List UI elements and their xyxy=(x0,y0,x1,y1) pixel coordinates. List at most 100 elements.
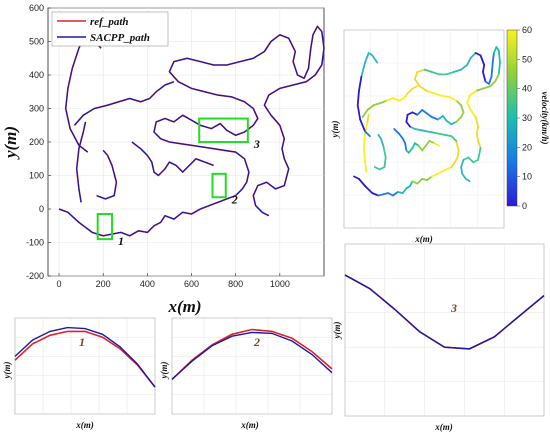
zoom-box-1 xyxy=(96,213,114,241)
velocity-path-segment xyxy=(364,161,368,173)
velocity-path-segment xyxy=(372,101,382,107)
zoom3-chart: 3 x(m) y(m) xyxy=(332,243,545,432)
main-tick-label-x: 400 xyxy=(140,279,155,289)
zoom-series-line-sacpp xyxy=(344,274,545,350)
colorbar-ticks: 0 10 20 30 40 50 60 xyxy=(517,25,532,211)
velocity-path-segment xyxy=(466,56,472,66)
velocity-path-segment xyxy=(411,180,419,185)
velocity-path-segment xyxy=(494,73,500,83)
velocity-path-segment xyxy=(392,191,399,197)
velocity-path-segment xyxy=(406,87,414,95)
main-tick-label-x: 1000 xyxy=(270,279,290,289)
velocity-path-segment xyxy=(360,61,366,78)
velocity-path-segment xyxy=(477,139,482,149)
velocity-path-segment xyxy=(386,97,394,102)
velocity-path-segment xyxy=(482,63,486,73)
velocity-path-segment xyxy=(433,142,441,147)
zoom-box-label-1: 1 xyxy=(118,234,124,248)
zoom3-xlabel: x(m) xyxy=(434,422,453,432)
velocity-path-segment xyxy=(393,128,400,135)
velocity-path-segment xyxy=(379,137,385,147)
velocity-path-segment xyxy=(474,87,484,92)
velocity-path-segment xyxy=(366,104,375,111)
velocity-path-segment xyxy=(366,113,370,123)
zoom-box-label-3: 3 xyxy=(253,137,260,151)
velocity-path-segment xyxy=(465,177,471,183)
main-xlabel: x(m) xyxy=(167,297,201,316)
velocity-path-segment xyxy=(475,125,480,135)
velocity-path-segment xyxy=(371,192,380,197)
zoom-series-line-ref xyxy=(14,330,156,388)
zoom-box-3 xyxy=(198,117,249,144)
velocity-path-segment xyxy=(445,71,455,76)
zoom2-number: 2 xyxy=(253,335,260,349)
velocity-path-segment xyxy=(418,85,428,92)
velocity-path-segment xyxy=(455,116,462,123)
velocity-path-segment xyxy=(361,109,369,119)
velocity-path-segment xyxy=(421,109,428,115)
velocity-path-segment xyxy=(472,158,480,164)
zoom1-xlabel: x(m) xyxy=(75,420,94,430)
velocity-series xyxy=(353,46,501,197)
main-tick-label-y: 0 xyxy=(39,204,44,214)
velocity-xlabel: x(m) xyxy=(414,234,433,244)
zoom3-series xyxy=(344,274,545,350)
main-tick-label-y: 500 xyxy=(29,37,44,47)
velocity-path-segment xyxy=(469,109,477,119)
velocity-path-segment xyxy=(426,130,435,134)
main-ticks: 0 200 400 600 800 1000 -200 -100 0 100 200 300 400 50… xyxy=(26,3,290,289)
zoom-series-line-sacpp xyxy=(171,331,333,380)
velocity-path-segment xyxy=(455,99,462,107)
main-chart: 0 200 400 600 800 1000 -200 -100 0 100 200 300 400 50… xyxy=(1,3,325,316)
velocity-path-segment xyxy=(413,128,422,132)
colorbar-tick-label: 30 xyxy=(522,113,532,123)
velocity-path-segment xyxy=(428,139,436,145)
velocity-path-segment xyxy=(479,54,486,66)
velocity-path-segment xyxy=(474,116,480,128)
velocity-path-segment xyxy=(426,112,433,119)
zoom-series-line-sacpp xyxy=(14,326,156,388)
velocity-path-segment xyxy=(416,109,424,116)
velocity-path-segment xyxy=(437,115,444,121)
velocity-path-segment xyxy=(460,63,469,71)
velocity-path-segment xyxy=(474,52,482,57)
velocity-path-segment xyxy=(431,116,439,121)
velocity-path-segment xyxy=(407,147,414,154)
velocity-path-segment xyxy=(364,52,370,64)
zoom3-ylabel: y(m) xyxy=(332,322,342,340)
velocity-path-segment xyxy=(362,132,366,149)
velocity-path-segment xyxy=(416,68,426,73)
legend-label-ref: ref_path xyxy=(90,16,129,28)
zoom2-chart: 2 x(m) y(m) xyxy=(159,317,333,430)
main-ylabel: y(m) xyxy=(1,126,20,160)
velocity-path-segment xyxy=(424,139,431,147)
velocity-chart: x(m) y(m) 0 10 20 30 40 50 60 velocity(km/h) xyxy=(330,25,550,244)
zoom1-number: 1 xyxy=(79,335,85,349)
colorbar-tick-label: 40 xyxy=(522,84,532,94)
velocity-path-segment xyxy=(450,120,458,126)
velocity-path-segment xyxy=(409,125,416,130)
velocity-path-segment xyxy=(364,130,371,138)
velocity-path-segment xyxy=(359,118,366,133)
velocity-path-segment xyxy=(462,156,470,161)
velocity-path-segment xyxy=(398,97,405,102)
main-series-line-sacpp xyxy=(131,141,214,177)
main-series-line-sacpp xyxy=(74,81,175,126)
zoom2-ylabel: y(m) xyxy=(159,362,169,380)
velocity-path-segment xyxy=(435,170,443,176)
velocity-path-segment xyxy=(432,131,441,135)
zoom-series-line-ref xyxy=(171,328,333,380)
colorbar xyxy=(506,29,518,207)
colorbar-tick-label: 0 xyxy=(522,201,527,211)
velocity-path-segment xyxy=(379,99,388,104)
velocity-path-segment xyxy=(404,142,408,152)
velocity-path-segment xyxy=(405,120,411,128)
zoom3-plot-area xyxy=(344,243,545,417)
zoom-boxes: 1 2 3 xyxy=(96,117,260,248)
main-tick-label-y: 100 xyxy=(29,171,44,181)
colorbar-tick-label: 50 xyxy=(522,54,532,64)
velocity-path-segment xyxy=(448,96,458,102)
main-tick-label-y: 600 xyxy=(29,3,44,13)
velocity-path-segment xyxy=(378,166,386,171)
zoom2-series xyxy=(171,328,333,380)
